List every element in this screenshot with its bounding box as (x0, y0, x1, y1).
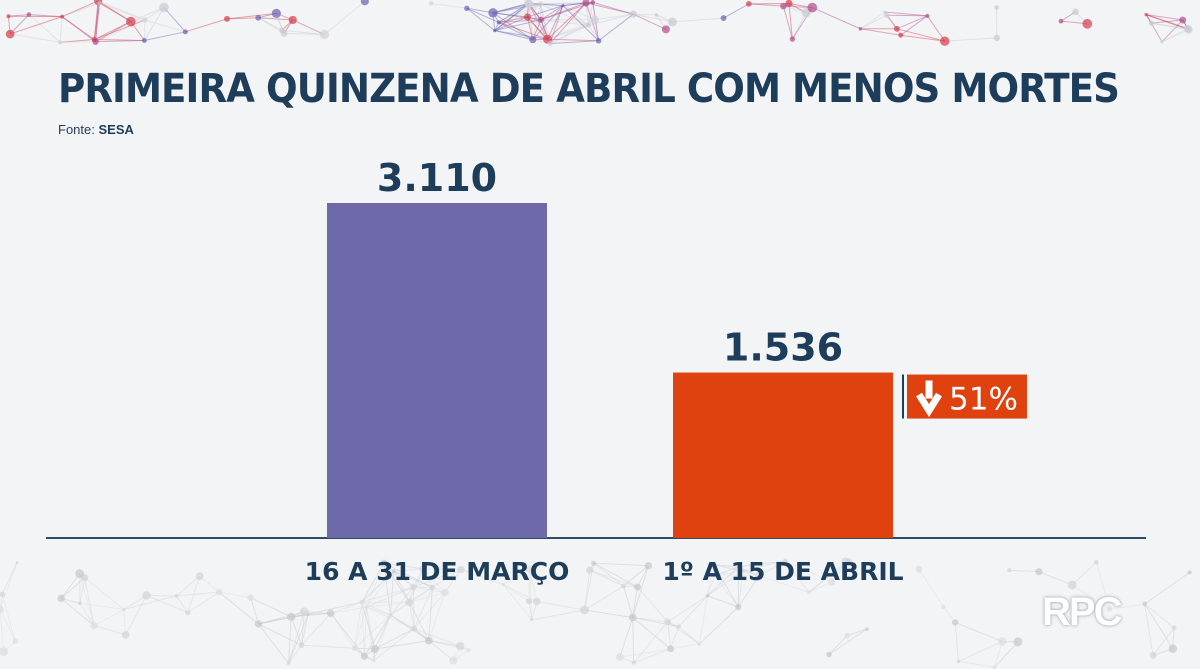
arrow-down-icon (916, 380, 942, 418)
bar (327, 203, 547, 538)
change-badge: 51% (907, 374, 1027, 419)
category-label: 1º A 15 DE ABRIL (662, 557, 903, 586)
change-percent-label: 51% (949, 382, 1018, 418)
source-label: Fonte: (58, 122, 95, 137)
category-label: 16 A 31 DE MARÇO (305, 557, 570, 586)
source-name: SESA (98, 122, 134, 137)
channel-logo: RPC (1042, 590, 1122, 634)
chart-title: PRIMEIRA QUINZENA DE ABRIL COM MENOS MOR… (58, 66, 1120, 112)
value-label: 3.110 (377, 156, 497, 200)
source-note: Fonte: SESA (58, 122, 134, 137)
value-label: 1.536 (723, 326, 843, 370)
bar (673, 372, 893, 538)
